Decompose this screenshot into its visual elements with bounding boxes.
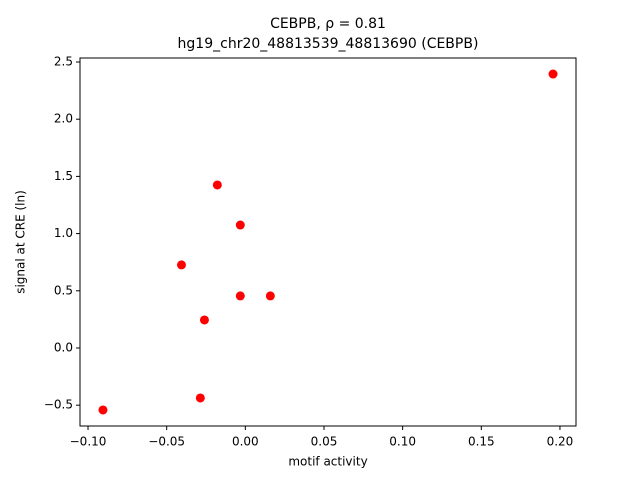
- point: [199, 315, 209, 325]
- x-tick-label: 0.05: [311, 435, 338, 449]
- point: [235, 291, 245, 301]
- y-tick-label: 2.0: [54, 112, 73, 126]
- y-tick-label: 0.0: [54, 340, 73, 354]
- point: [235, 220, 245, 230]
- y-tick-label: 1.5: [54, 169, 73, 183]
- x-tick-label: 0.20: [547, 435, 574, 449]
- y-tick-label: −0.5: [44, 398, 73, 412]
- x-tick-label: 0.00: [232, 435, 259, 449]
- x-tick-label: 0.10: [389, 435, 416, 449]
- x-axis-label: motif activity: [288, 455, 367, 469]
- y-axis-label: signal at CRE (ln): [14, 190, 28, 294]
- plot-frame: [79, 57, 577, 427]
- point: [548, 69, 558, 79]
- x-tick-label: −0.10: [70, 435, 107, 449]
- y-tick-label: 2.5: [54, 55, 73, 69]
- point: [176, 260, 186, 270]
- point: [195, 393, 205, 403]
- x-tick-label: −0.05: [148, 435, 185, 449]
- point: [98, 405, 108, 415]
- chart-subtitle: hg19_chr20_48813539_48813690 (CEBPB): [178, 36, 479, 52]
- y-tick-label: 1.0: [54, 226, 73, 240]
- point: [212, 180, 222, 190]
- chart-title: CEBPB, ρ = 0.81: [270, 16, 386, 32]
- y-tick-label: 0.5: [54, 283, 73, 297]
- x-tick-label: 0.15: [468, 435, 495, 449]
- point: [265, 291, 275, 301]
